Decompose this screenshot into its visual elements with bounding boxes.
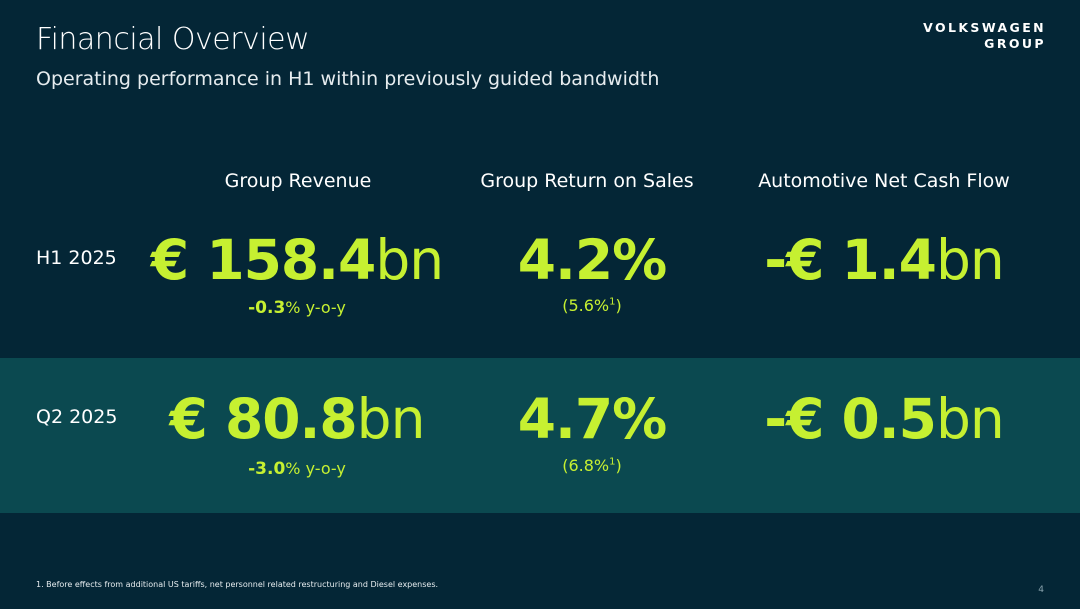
h1-revenue-value: € 158.4bn [107,233,487,288]
q2-ros-note-text: (6.8% [562,456,610,475]
q2-ros-note-footnote-ref: 1 [609,456,616,468]
h1-cashflow-value: -€ 1.4bn [694,233,1074,288]
column-header-ros: Group Return on Sales [480,170,694,192]
logo-line-1: VOLKSWAGEN [923,20,1046,35]
column-header-revenue: Group Revenue [224,170,372,192]
q2-revenue-value: € 80.8bn [107,392,487,447]
page-number: 4 [1038,585,1044,595]
h1-ros-value: 4.2% [402,233,782,288]
logo-line-2: GROUP [984,36,1046,51]
column-header-cashflow: Automotive Net Cash Flow [758,170,1010,192]
q2-ros-note-close: ) [615,456,622,475]
q2-cashflow-prefix: -€ [764,387,842,451]
volkswagen-group-logo: VOLKSWAGEN GROUP [923,20,1046,52]
h1-cashflow-prefix: -€ [764,228,842,292]
h1-cashflow-number: 1.4 [841,228,937,292]
q2-revenue-number: 80.8 [224,387,358,451]
q2-cashflow-unit: bn [935,387,1005,451]
page-subtitle: Operating performance in H1 within previ… [36,68,660,90]
q2-cashflow-value: -€ 0.5bn [694,392,1074,447]
h1-revenue-change-suffix: % y-o-y [285,298,346,317]
q2-row-band [0,358,1080,513]
q2-ros-value: 4.7% [402,392,782,447]
q2-revenue-change-suffix: % y-o-y [285,459,346,478]
q2-revenue-unit: bn [356,387,426,451]
q2-revenue-change: -3.0% y-o-y [107,459,487,479]
h1-revenue-number: 158.4 [206,228,376,292]
h1-revenue-change: -0.3% y-o-y [107,298,487,318]
h1-ros-number: 4.2% [517,228,668,292]
h1-ros-note-footnote-ref: 1 [609,296,616,308]
q2-cashflow-number: 0.5 [841,387,937,451]
page-title: Financial Overview [36,22,310,57]
h1-revenue-prefix: € [150,228,207,292]
q2-ros-number: 4.7% [517,387,668,451]
q2-revenue-change-value: -3.0 [248,459,286,479]
h1-ros-note-text: (5.6% [562,296,610,315]
h1-ros-note-close: ) [615,296,622,315]
footnote: 1. Before effects from additional US tar… [36,580,439,589]
h1-revenue-change-value: -0.3 [248,298,286,318]
row-label-h1: H1 2025 [36,247,117,269]
h1-revenue-unit: bn [375,228,444,292]
row-label-q2: Q2 2025 [36,406,118,428]
q2-revenue-prefix: € [169,387,225,451]
h1-ros-note: (5.6%1) [402,296,782,315]
q2-ros-note: (6.8%1) [402,456,782,475]
h1-cashflow-unit: bn [935,228,1005,292]
